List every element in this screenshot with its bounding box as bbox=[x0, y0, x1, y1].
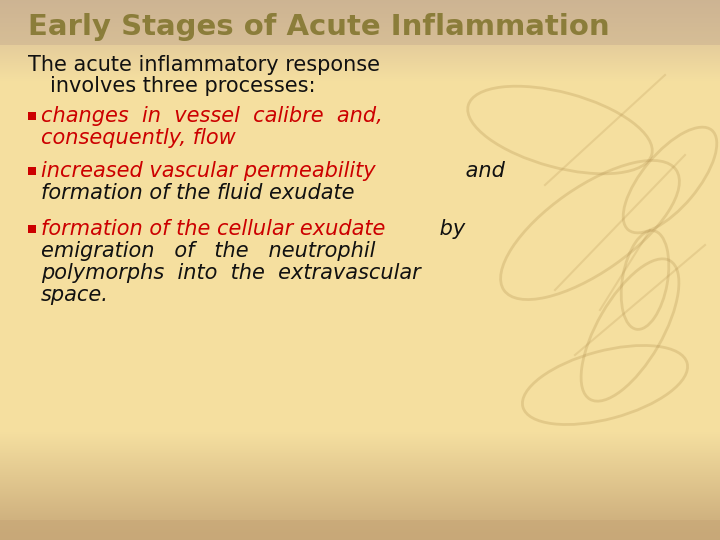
Text: and: and bbox=[459, 161, 505, 181]
Text: formation of the cellular exudate: formation of the cellular exudate bbox=[41, 219, 385, 239]
Text: involves three processes:: involves three processes: bbox=[50, 76, 315, 96]
Text: consequently, flow: consequently, flow bbox=[41, 128, 235, 148]
Bar bbox=[0, 0, 720, 45]
Bar bbox=[0, 520, 720, 540]
Bar bbox=[28, 167, 36, 175]
Text: emigration   of   the   neutrophil: emigration of the neutrophil bbox=[41, 241, 375, 261]
Text: increased vascular permeability: increased vascular permeability bbox=[41, 161, 376, 181]
Text: Early Stages of Acute Inflammation: Early Stages of Acute Inflammation bbox=[28, 13, 610, 41]
Bar bbox=[28, 112, 36, 120]
Text: polymorphs  into  the  extravascular: polymorphs into the extravascular bbox=[41, 263, 420, 283]
Text: by: by bbox=[433, 219, 465, 239]
Text: space.: space. bbox=[41, 285, 109, 305]
Text: changes  in  vessel  calibre  and,: changes in vessel calibre and, bbox=[41, 106, 383, 126]
Text: formation of the fluid exudate: formation of the fluid exudate bbox=[41, 183, 354, 203]
Bar bbox=[28, 225, 36, 233]
Text: The acute inflammatory response: The acute inflammatory response bbox=[28, 55, 380, 75]
